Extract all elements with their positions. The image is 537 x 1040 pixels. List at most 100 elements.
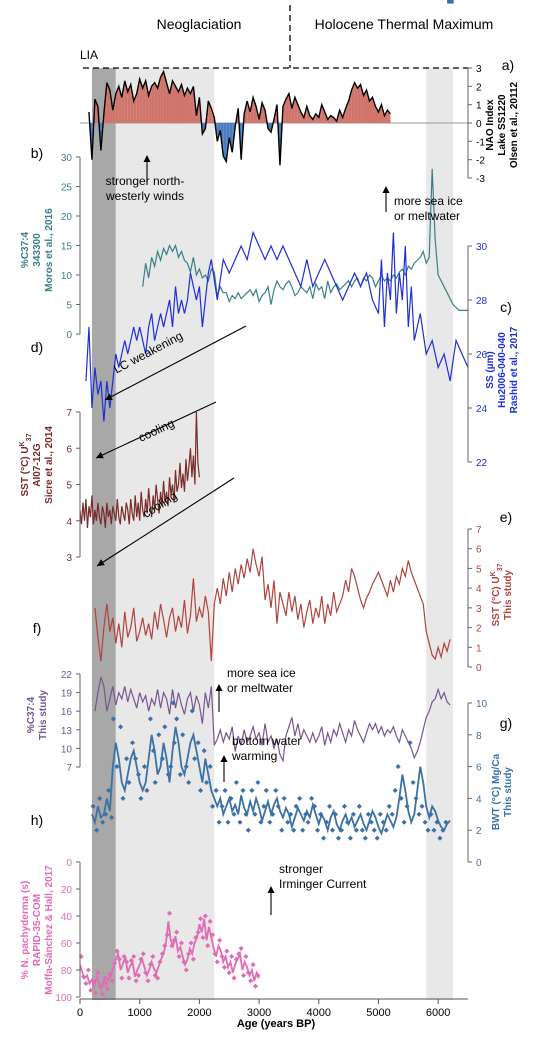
y-tick-label: 5 — [66, 481, 72, 492]
panel-f: f) 22 19 16 13 10 7 %C37:4 This study more sea ic… — [26, 620, 451, 774]
y-axis-label-line: This study — [503, 767, 514, 817]
data-point — [221, 964, 228, 970]
y-axis-label-line: AI07-12G — [32, 443, 43, 487]
x-axis: 0 1000 2000 3000 4000 5000 6000 — [77, 998, 468, 1019]
data-point — [263, 787, 269, 793]
data-point — [219, 953, 225, 960]
annotation-arrowhead — [97, 559, 105, 566]
y-tick-label: 0 — [66, 858, 72, 869]
data-point — [437, 835, 443, 841]
positive-fill — [354, 82, 358, 123]
panel-id: d) — [31, 339, 43, 355]
y-tick-label: 3 — [476, 604, 482, 615]
panel-id: c) — [500, 299, 512, 315]
y-axis-label-line: Hu2006-040-040 — [497, 332, 508, 408]
x-tick-label: 0 — [77, 1007, 83, 1019]
positive-fill — [157, 77, 161, 123]
data-point — [347, 835, 353, 841]
positive-fill — [208, 101, 212, 123]
data-point — [356, 803, 362, 809]
y-axis-label-line: Moros et al., 2016 — [44, 208, 55, 292]
y-axis-label-line: This study — [38, 690, 49, 740]
positive-fill — [175, 86, 179, 123]
positive-fill — [315, 113, 319, 123]
panel-b: b) 30 25 20 15 10 5 0 %C37:4 343300 Moros et al., … — [20, 145, 468, 341]
x-tick-label: 1000 — [127, 1007, 151, 1019]
positive-fill — [369, 97, 373, 123]
series-line — [142, 168, 468, 311]
data-point — [124, 959, 130, 965]
data-point — [401, 819, 407, 825]
y-axis-label-line: %C37:4 — [20, 232, 31, 269]
y-label-subscript: 37 — [26, 433, 33, 441]
data-point — [315, 827, 321, 833]
y-axis-label-line: BWT (°C) Mg/Ca — [491, 753, 502, 830]
positive-fill — [262, 102, 266, 123]
y-axis-label-line: Sicre et al., 2014 — [44, 426, 55, 504]
y-tick-label: 40 — [61, 912, 73, 923]
y-tick-label: 10 — [61, 271, 73, 282]
data-point — [326, 803, 333, 809]
panel-id: f) — [33, 620, 42, 636]
y-tick-label: 16 — [61, 707, 73, 718]
data-point — [216, 819, 222, 825]
data-point — [237, 819, 243, 825]
data-point — [413, 795, 419, 801]
y-tick-label: 20 — [61, 885, 73, 896]
x-tick-label: 6000 — [426, 1007, 450, 1019]
positive-fill — [184, 88, 188, 123]
annotation-text: warming — [231, 749, 277, 763]
data-point — [219, 803, 225, 809]
negative-fill — [223, 123, 227, 162]
annotation-arrowhead — [382, 186, 390, 193]
shaded-interval-2 — [115, 68, 215, 1000]
positive-fill — [154, 82, 158, 123]
data-point — [243, 953, 249, 960]
period-header: Neoglaciation Holocene Thermal Maximum L… — [80, 5, 493, 69]
y-tick-label: 3 — [66, 553, 72, 564]
positive-fill — [363, 90, 367, 123]
data-point — [359, 827, 365, 833]
y-tick-label: 3 — [476, 64, 482, 75]
panel-id: h) — [31, 812, 43, 828]
y-tick-label: 1 — [476, 643, 482, 654]
data-point — [224, 948, 230, 954]
data-point — [389, 811, 395, 817]
data-point — [229, 953, 235, 960]
positive-fill — [190, 86, 194, 123]
data-point — [309, 795, 315, 801]
positive-fill — [148, 86, 152, 123]
annotation-arrow — [96, 477, 235, 567]
y-tick-label: 2 — [476, 82, 482, 93]
positive-fill — [151, 82, 155, 123]
y-tick-label: -1 — [476, 137, 485, 148]
positive-fill — [121, 80, 125, 123]
y-axis-label-line: Olsen et al., 20112 — [509, 81, 520, 168]
data-point — [410, 779, 416, 786]
data-point — [83, 980, 89, 987]
y-tick-label: 5 — [66, 301, 72, 312]
data-point — [250, 962, 256, 968]
y-tick-label: 30 — [476, 242, 488, 253]
negative-fill — [268, 123, 272, 133]
data-point — [362, 835, 368, 841]
y-tick-label: 80 — [61, 966, 73, 977]
y-label-text: SST (°C) U — [20, 446, 31, 496]
y-tick-label: -2 — [476, 156, 485, 167]
data-point — [233, 779, 239, 786]
y-tick-label: 26 — [476, 350, 488, 361]
y-tick-label: 30 — [61, 153, 73, 164]
positive-fill — [253, 97, 257, 123]
y-tick-label: 4 — [476, 794, 482, 805]
y-label-subscript: 37 — [497, 563, 504, 571]
positive-fill — [172, 80, 176, 123]
positive-fill — [378, 104, 382, 123]
data-point — [222, 787, 228, 793]
y-tick-label: 10 — [61, 744, 73, 755]
data-point — [374, 835, 380, 841]
positive-fill — [130, 84, 134, 123]
positive-fill — [247, 101, 251, 123]
data-point — [425, 827, 431, 833]
positive-fill — [142, 80, 146, 123]
